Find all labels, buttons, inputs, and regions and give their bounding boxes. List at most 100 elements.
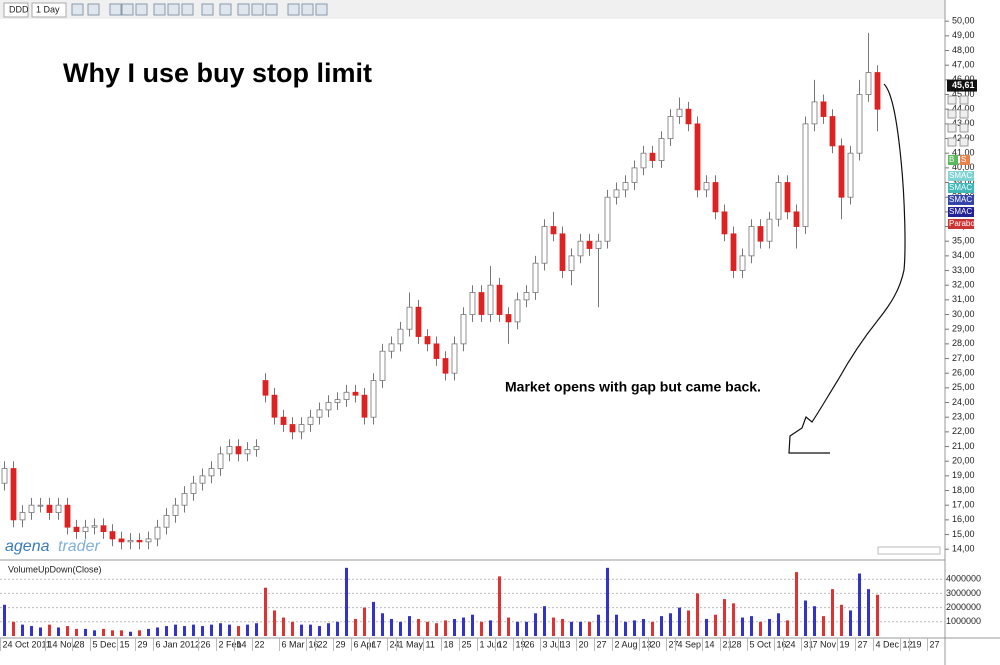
toolbar-icon[interactable] xyxy=(287,3,300,16)
y-tick-label: 23,00 xyxy=(952,412,975,422)
volume-bar xyxy=(291,621,294,636)
interval[interactable]: 1 Day xyxy=(36,4,60,14)
indicator-button[interactable] xyxy=(948,219,974,229)
symbol[interactable]: DDD xyxy=(9,4,29,14)
toolbar-icon[interactable] xyxy=(153,3,166,16)
candle-body xyxy=(685,108,692,125)
volume-bar xyxy=(21,624,24,636)
indicator-button-label[interactable]: Parabo xyxy=(949,219,975,228)
volume-bar xyxy=(408,616,411,636)
toolbar-icon[interactable] xyxy=(219,3,232,16)
candle-body xyxy=(856,94,863,154)
candle-body xyxy=(802,123,809,227)
volume-bar xyxy=(624,621,627,636)
toolbar-icon[interactable] xyxy=(121,3,134,16)
candle-body xyxy=(244,449,251,455)
indicator-button-label[interactable]: SMAC xyxy=(949,207,972,216)
candle-body xyxy=(235,446,242,455)
toolbar-icon[interactable] xyxy=(135,3,148,16)
volume-bar xyxy=(777,613,780,636)
candle-body xyxy=(613,189,620,198)
indicator-button-label[interactable]: SMAC xyxy=(949,195,972,204)
volume-bar xyxy=(102,628,105,636)
volume-bar xyxy=(498,576,501,636)
volume-bar xyxy=(759,621,762,636)
zoom-button[interactable] xyxy=(947,95,957,105)
zoom-button[interactable] xyxy=(959,109,969,119)
volume-bar xyxy=(39,627,42,636)
chart-title: Why I use buy stop limit xyxy=(63,58,372,88)
indicator-button[interactable] xyxy=(948,155,958,165)
candle-body xyxy=(55,504,62,513)
volume-bar xyxy=(48,624,51,636)
symbol-box[interactable] xyxy=(3,2,29,18)
toolbar-icon[interactable] xyxy=(265,3,278,16)
volume-bar xyxy=(138,630,141,636)
toolbar-icon[interactable] xyxy=(109,3,122,16)
indicator-button[interactable] xyxy=(960,155,970,165)
volume-bar xyxy=(633,620,636,636)
zoom-button[interactable] xyxy=(959,95,969,105)
zoom-button[interactable] xyxy=(959,123,969,133)
volume-bar xyxy=(714,614,717,636)
indicator-button-label[interactable]: B xyxy=(949,155,954,164)
candle-body xyxy=(46,504,53,513)
indicator-button[interactable] xyxy=(948,207,974,217)
volume-bar xyxy=(525,621,528,636)
indicator-button[interactable] xyxy=(948,183,974,193)
toolbar-icon[interactable] xyxy=(181,3,194,16)
scroll-box[interactable] xyxy=(877,546,941,555)
zoom-button[interactable] xyxy=(947,137,957,147)
zoom-button[interactable] xyxy=(959,137,969,147)
y-tick-label: 4000000 xyxy=(946,574,981,584)
toolbar-icon[interactable] xyxy=(301,3,314,16)
toolbar-icon[interactable] xyxy=(167,3,180,16)
toolbar-icon[interactable] xyxy=(315,3,328,16)
candle-body xyxy=(109,531,116,540)
candle-body xyxy=(532,262,539,293)
x-tick-label: 16 xyxy=(777,639,787,649)
volume-bar xyxy=(174,624,177,636)
volume-bar xyxy=(129,631,132,636)
volume-bar xyxy=(318,626,321,636)
y-tick-label: 19,00 xyxy=(952,470,975,480)
candle-body xyxy=(730,233,737,271)
indicator-button[interactable] xyxy=(948,171,974,181)
x-tick-label: 20 xyxy=(651,639,661,649)
indicator-button[interactable] xyxy=(948,195,974,205)
indicator-button-label[interactable]: SMAC xyxy=(949,171,972,180)
indicator-button-label[interactable]: SMAC xyxy=(949,183,972,192)
x-tick-label: 18 xyxy=(444,639,454,649)
candle-body xyxy=(262,380,269,396)
interval-box[interactable] xyxy=(31,2,67,18)
zoom-button[interactable] xyxy=(947,109,957,119)
zoom-button[interactable] xyxy=(947,123,957,133)
candle-body xyxy=(748,226,755,257)
volume-bar xyxy=(264,587,267,636)
volume-title: VolumeUpDown(Close) xyxy=(8,564,102,574)
candle-body xyxy=(595,240,602,249)
volume-bar xyxy=(111,630,114,636)
x-tick-label: 14 Nov xyxy=(48,639,77,649)
toolbar-icon[interactable] xyxy=(71,3,84,16)
toolbar-icon[interactable] xyxy=(237,3,250,16)
y-tick-label: 33,00 xyxy=(952,265,975,275)
y-tick-label: 2000000 xyxy=(946,602,981,612)
volume-bar xyxy=(390,618,393,636)
indicator-button-label[interactable]: S xyxy=(961,155,966,164)
candle-body xyxy=(865,72,872,95)
candle-body xyxy=(604,196,611,242)
y-tick-label: 15,00 xyxy=(952,529,975,539)
volume-bar xyxy=(219,623,222,636)
volume-bar xyxy=(642,618,645,636)
volume-bar xyxy=(246,624,249,636)
x-tick-label: 13 xyxy=(561,639,571,649)
toolbar-icon[interactable] xyxy=(201,3,214,16)
x-tick-label: 21 xyxy=(723,639,733,649)
volume-bar xyxy=(453,618,456,636)
x-tick-label: 22 xyxy=(255,639,265,649)
candle-body xyxy=(91,525,98,528)
toolbar-icon[interactable] xyxy=(251,3,264,16)
toolbar-icon[interactable] xyxy=(87,3,100,16)
x-tick-label: 1 Jun xyxy=(480,639,502,649)
